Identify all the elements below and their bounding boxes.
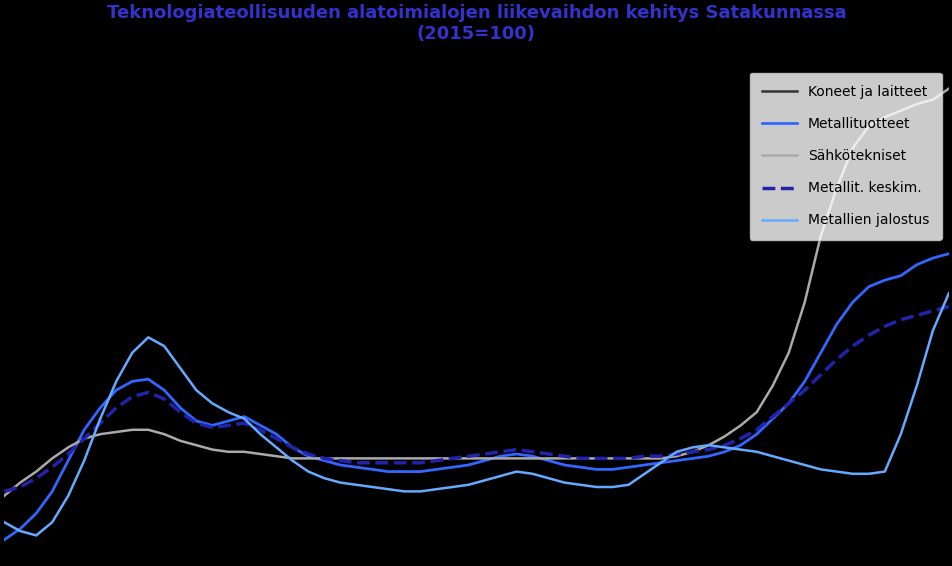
Legend: Koneet ja laitteet, Metallituotteet, Sähkötekniset, Metallit. keskim., Metallien: Koneet ja laitteet, Metallituotteet, Säh…	[749, 72, 941, 240]
Title: Teknologiateollisuuden alatoimialojen liikevaihdon kehitys Satakunnassa
(2015=10: Teknologiateollisuuden alatoimialojen li…	[107, 4, 845, 43]
